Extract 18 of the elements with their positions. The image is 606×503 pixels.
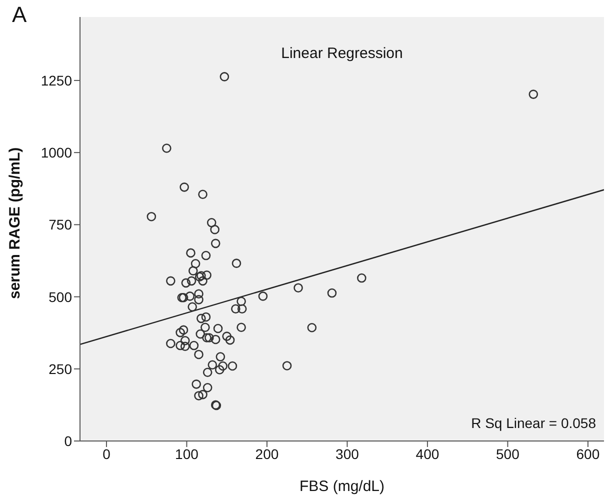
- x-axis-title: FBS (mg/dL): [299, 478, 385, 495]
- y-tick-label: 0: [64, 432, 72, 449]
- x-tick-label: 600: [576, 446, 600, 462]
- x-tick-label: 500: [496, 446, 520, 462]
- y-tick-label: 500: [48, 288, 72, 305]
- text: A: [12, 2, 27, 28]
- annotation: R Sq Linear = 0.058: [471, 415, 596, 431]
- text: Linear Regression: [280, 45, 404, 62]
- x-tick-label: 300: [336, 446, 360, 462]
- y-axis-title: serum RAGE (pg/mL): [6, 147, 24, 299]
- y-tick-label: 1250: [40, 72, 72, 88]
- x-tick-label: 0: [102, 446, 111, 462]
- y-tick-label: 250: [48, 360, 72, 377]
- y-tick-label: 1000: [40, 144, 72, 161]
- x-tick-label: 400: [416, 446, 440, 462]
- x-tick-label: 100: [175, 446, 199, 462]
- y-tick-label: 750: [48, 216, 72, 233]
- x-tick-label: 200: [255, 446, 279, 462]
